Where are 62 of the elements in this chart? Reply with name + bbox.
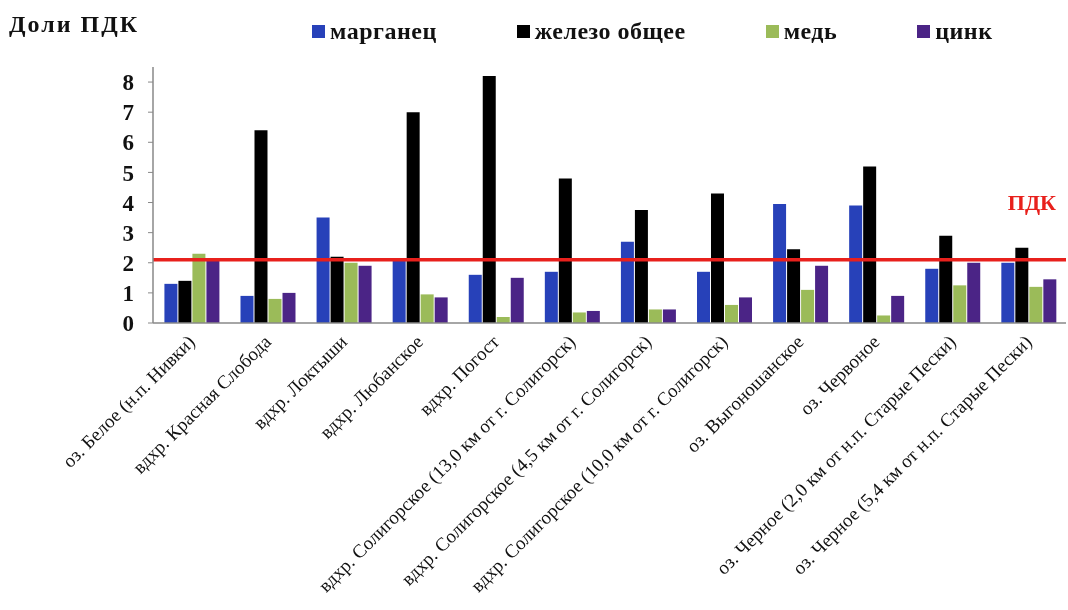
bar [877,315,891,323]
legend-label: медь [783,18,838,45]
bar [849,205,863,323]
bar [711,193,724,323]
bar [406,112,420,323]
legend-label: марганец [330,18,437,45]
bar [544,271,558,323]
bar [434,297,448,323]
y-tick-label: 7 [122,100,134,126]
bar [620,241,634,323]
bar [1001,262,1015,323]
bar [586,310,600,323]
bar [392,259,406,323]
y-axis-title: Доли ПДК [9,11,140,37]
bar [558,178,572,323]
bar [206,259,220,323]
bar [939,235,953,323]
bar [282,292,296,323]
bar [801,289,815,323]
bar [164,283,178,323]
bar [725,304,738,323]
bar [891,295,905,323]
bar [254,130,268,323]
bar [697,271,710,323]
bar [316,217,330,323]
y-tick-label: 1 [122,281,134,307]
bar [739,297,752,323]
bar [787,249,801,323]
bar [815,265,829,323]
bar [953,285,967,323]
y-tick-label: 3 [122,220,134,246]
bar [510,277,524,323]
bar [330,256,344,323]
ref-line-label: ПДК [1007,189,1057,215]
y-tick-label: 8 [122,70,134,96]
y-tick-label: 2 [122,250,134,276]
bar [420,294,434,323]
y-tick-label: 4 [122,190,135,216]
bar [863,166,877,323]
y-tick-label: 6 [122,130,134,156]
bar [634,210,648,323]
bar [773,204,787,323]
bar [925,268,939,323]
legend-label: цинк [935,18,993,45]
bar [1029,286,1043,323]
bar [648,309,662,323]
bar [572,312,586,323]
bar [468,274,482,323]
bar [1015,247,1029,323]
bar [967,262,981,323]
y-tick-label: 5 [122,160,134,186]
bar [268,298,282,323]
bar [1043,279,1057,323]
bar [662,309,676,323]
bar [192,253,206,323]
bar [344,262,358,323]
legend-label: железо общее [534,18,686,45]
bar [358,265,372,323]
y-tick-label: 0 [122,311,134,337]
bar [178,280,192,323]
bar [482,76,496,323]
bar [240,295,254,323]
